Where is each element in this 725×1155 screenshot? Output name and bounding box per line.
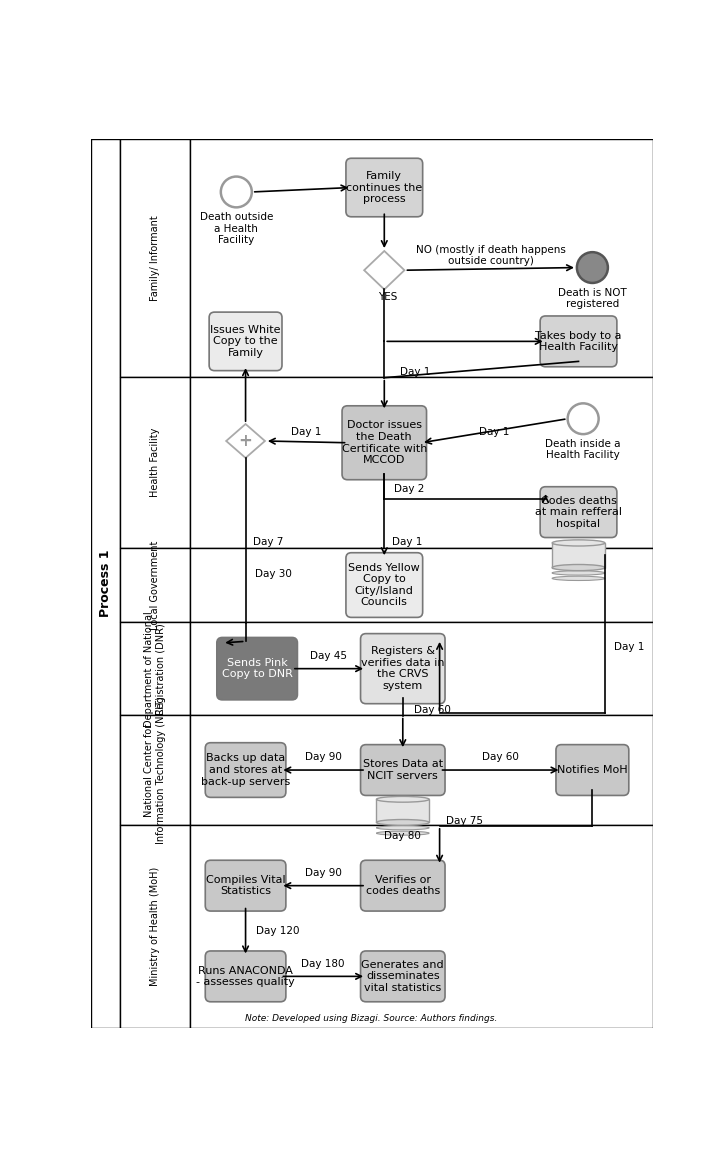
Text: Runs ANACONDA
- assesses quality: Runs ANACONDA - assesses quality: [196, 966, 295, 988]
Text: Family
continues the
process: Family continues the process: [346, 171, 423, 204]
Text: Day 80: Day 80: [384, 830, 421, 841]
Bar: [190, 377, 652, 547]
Ellipse shape: [552, 576, 605, 581]
Bar: [120, 715, 190, 825]
Circle shape: [577, 252, 608, 283]
Bar: [120, 623, 190, 715]
Text: Stores Data at
NCIT servers: Stores Data at NCIT servers: [362, 759, 443, 781]
Bar: [190, 623, 652, 715]
Text: Day 60: Day 60: [415, 706, 451, 715]
Text: Death is NOT
registered: Death is NOT registered: [558, 288, 626, 310]
Ellipse shape: [552, 571, 605, 575]
Text: Ministry of Health (MoH): Ministry of Health (MoH): [150, 867, 160, 986]
Text: Day 7: Day 7: [253, 537, 283, 546]
FancyBboxPatch shape: [205, 743, 286, 797]
Ellipse shape: [552, 565, 605, 571]
Text: Issues White
Copy to the
Family: Issues White Copy to the Family: [210, 325, 281, 358]
Ellipse shape: [376, 826, 429, 829]
Text: +: +: [239, 432, 252, 450]
Text: Day 1: Day 1: [291, 426, 321, 437]
Text: Family/ Informant: Family/ Informant: [150, 215, 160, 300]
Bar: [120, 139, 190, 377]
FancyBboxPatch shape: [205, 860, 286, 911]
Text: Day 90: Day 90: [304, 867, 341, 878]
Ellipse shape: [376, 797, 429, 803]
Text: Day 1: Day 1: [614, 642, 645, 653]
Text: Day 180: Day 180: [302, 959, 345, 969]
FancyBboxPatch shape: [205, 951, 286, 1001]
Text: Generates and
disseminates
vital statistics: Generates and disseminates vital statist…: [362, 960, 444, 993]
Circle shape: [221, 177, 252, 208]
Text: Note: Developed using Bizagi. Source: Authors findings.: Note: Developed using Bizagi. Source: Au…: [245, 1014, 498, 1022]
FancyBboxPatch shape: [346, 553, 423, 618]
Text: Sends Yellow
Copy to
City/Island
Councils: Sends Yellow Copy to City/Island Council…: [349, 562, 420, 608]
Text: Day 1: Day 1: [399, 367, 430, 378]
Bar: [120, 825, 190, 1028]
Text: Death inside a
Health Facility: Death inside a Health Facility: [545, 439, 621, 461]
Bar: [120, 547, 190, 623]
Bar: [190, 825, 652, 1028]
Polygon shape: [226, 424, 265, 457]
Text: Health Facility: Health Facility: [150, 427, 160, 497]
Text: Day 90: Day 90: [304, 752, 341, 762]
Text: Day 75: Day 75: [446, 815, 483, 826]
Text: Verifies or
codes deaths: Verifies or codes deaths: [365, 874, 440, 896]
FancyBboxPatch shape: [360, 860, 445, 911]
Ellipse shape: [376, 820, 429, 826]
Ellipse shape: [552, 539, 605, 546]
Bar: [120, 377, 190, 547]
FancyBboxPatch shape: [360, 745, 445, 796]
Text: Day 2: Day 2: [394, 484, 424, 493]
Text: Local Government: Local Government: [150, 541, 160, 629]
FancyBboxPatch shape: [342, 405, 426, 479]
Text: Sends Pink
Copy to DNR: Sends Pink Copy to DNR: [222, 658, 293, 679]
Text: National Center for
Information Technology (NCIT): National Center for Information Technolo…: [144, 696, 166, 844]
Bar: [376, 799, 429, 822]
FancyBboxPatch shape: [209, 312, 282, 371]
FancyBboxPatch shape: [360, 951, 445, 1001]
Text: Takes body to a
Health Facility: Takes body to a Health Facility: [535, 330, 622, 352]
Polygon shape: [364, 251, 405, 290]
Text: Day 45: Day 45: [310, 651, 347, 661]
Text: Death outside
a Health
Facility: Death outside a Health Facility: [199, 213, 273, 245]
FancyBboxPatch shape: [346, 158, 423, 217]
Bar: [190, 547, 652, 623]
Bar: [190, 715, 652, 825]
Text: Day 1: Day 1: [479, 426, 510, 437]
Text: NO (mostly if death happens
outside country): NO (mostly if death happens outside coun…: [415, 245, 566, 267]
FancyBboxPatch shape: [540, 486, 617, 537]
FancyBboxPatch shape: [556, 745, 629, 796]
Bar: [91, 139, 120, 1028]
FancyBboxPatch shape: [360, 634, 445, 703]
Text: Registers &
verifies data in
the CRVS
system: Registers & verifies data in the CRVS sy…: [361, 647, 444, 691]
Text: Department of National
Registration (DNR): Department of National Registration (DNR…: [144, 611, 166, 726]
Bar: [190, 139, 652, 377]
Ellipse shape: [376, 832, 429, 835]
FancyBboxPatch shape: [540, 316, 617, 367]
Circle shape: [568, 403, 599, 434]
Text: Compiles Vital
Statistics: Compiles Vital Statistics: [206, 874, 286, 896]
Text: Day 30: Day 30: [255, 569, 291, 580]
Text: Backs up data
and stores at
back-up servers: Backs up data and stores at back-up serv…: [201, 753, 290, 787]
Text: Codes deaths
at main refferal
hospital: Codes deaths at main refferal hospital: [535, 495, 622, 529]
Text: Process 1: Process 1: [99, 550, 112, 617]
Text: YES: YES: [378, 292, 397, 301]
Text: Day 120: Day 120: [257, 926, 300, 936]
Text: Day 60: Day 60: [482, 752, 519, 762]
FancyBboxPatch shape: [217, 638, 297, 700]
Text: Day 1: Day 1: [392, 537, 423, 546]
Bar: [552, 543, 605, 567]
Text: Notifies MoH: Notifies MoH: [557, 765, 628, 775]
Text: Doctor issues
the Death
Certificate with
MCCOD: Doctor issues the Death Certificate with…: [341, 420, 427, 465]
